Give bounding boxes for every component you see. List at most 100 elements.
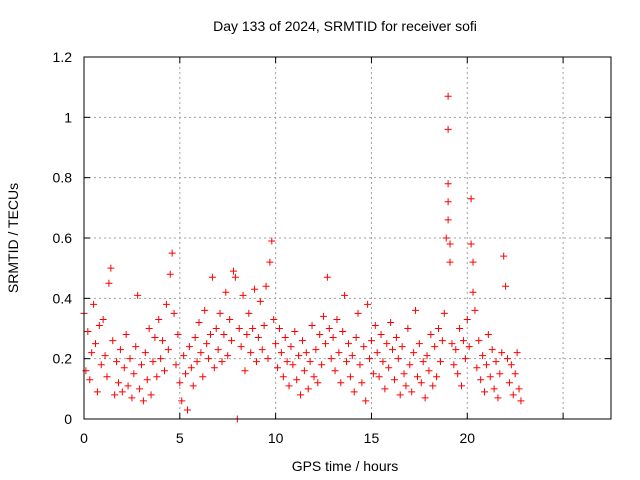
grid: [84, 57, 611, 419]
data-point: [444, 216, 452, 224]
axis-ticks: 0 0.2 0.4 0.6 0.8 1 1.2 0 5 10 15 20: [53, 49, 611, 446]
data-point: [385, 364, 393, 372]
data-point: [249, 325, 257, 332]
data-point: [149, 358, 157, 366]
data-point: [203, 340, 211, 348]
x-axis-label: GPS time / hours: [292, 458, 399, 474]
y-axis-label: SRMTID / TECUs: [5, 183, 21, 293]
data-point: [515, 385, 523, 393]
data-point: [308, 321, 316, 329]
data-point: [275, 325, 283, 332]
data-point: [446, 258, 454, 266]
data-point: [323, 273, 331, 281]
y-tick-label: 0.8: [53, 170, 73, 186]
data-point: [274, 364, 282, 372]
data-point: [295, 352, 303, 360]
data-point: [421, 394, 429, 402]
y-tick-label: 0.4: [53, 290, 73, 306]
data-point: [291, 328, 299, 336]
data-point: [431, 343, 439, 351]
data-point: [279, 373, 287, 381]
data-point: [155, 315, 163, 323]
data-point: [195, 318, 203, 326]
data-point: [398, 343, 406, 351]
data-point: [321, 340, 329, 348]
data-point: [513, 349, 521, 357]
data-point: [220, 331, 228, 339]
data-point: [191, 334, 199, 342]
data-point: [337, 379, 345, 387]
data-point: [412, 306, 420, 314]
data-point: [224, 352, 232, 360]
data-point: [293, 376, 301, 384]
data-point: [228, 337, 236, 345]
data-point: [344, 340, 352, 348]
data-point: [505, 379, 513, 387]
data-point: [214, 346, 222, 354]
data-point: [444, 92, 452, 100]
data-point: [95, 321, 103, 329]
data-point: [435, 325, 443, 332]
data-point: [415, 340, 423, 348]
data-point: [241, 367, 249, 375]
data-point: [444, 198, 452, 206]
data-point: [206, 331, 214, 339]
data-point: [446, 240, 454, 248]
data-point: [348, 352, 356, 360]
data-point: [481, 388, 489, 396]
data-point: [306, 358, 314, 366]
data-point: [105, 279, 113, 287]
data-point: [310, 373, 318, 381]
data-point: [504, 355, 512, 363]
data-point: [137, 361, 145, 369]
data-point: [471, 306, 479, 314]
data-point: [157, 355, 165, 363]
data-point: [251, 285, 259, 293]
data-point: [218, 358, 226, 366]
data-point: [371, 321, 379, 329]
data-point: [151, 334, 159, 342]
data-point: [413, 373, 421, 381]
data-point: [442, 234, 450, 242]
data-point: [109, 337, 117, 345]
data-point: [329, 334, 337, 342]
data-point: [459, 337, 467, 345]
data-point: [440, 309, 448, 317]
data-point: [172, 361, 180, 369]
data-point: [486, 373, 494, 381]
data-point: [126, 355, 134, 363]
data-point: [88, 349, 96, 357]
data-point: [132, 343, 140, 351]
data-point: [139, 397, 147, 405]
data-point: [210, 364, 218, 372]
y-tick-label: 1.2: [53, 49, 73, 65]
data-point: [176, 379, 184, 387]
data-point: [482, 361, 490, 369]
data-point: [272, 340, 280, 348]
data-point: [490, 385, 498, 393]
data-point: [170, 309, 178, 317]
data-point: [237, 343, 245, 351]
data-point: [318, 361, 326, 369]
data-points: [80, 92, 525, 423]
data-point: [465, 343, 473, 351]
data-point: [389, 346, 397, 354]
data-point: [285, 382, 293, 390]
data-point: [136, 385, 144, 393]
data-point: [216, 309, 224, 317]
data-point: [377, 331, 385, 339]
data-point: [143, 376, 151, 384]
data-point: [343, 358, 351, 366]
data-point: [82, 367, 90, 375]
data-point: [484, 331, 492, 339]
data-point: [174, 331, 182, 339]
data-point: [511, 370, 519, 378]
data-point: [392, 334, 400, 342]
data-point: [153, 373, 161, 381]
data-point: [339, 328, 347, 336]
x-tick-label: 15: [364, 430, 380, 446]
data-point: [350, 388, 358, 396]
data-point: [477, 376, 485, 384]
data-point: [183, 406, 191, 414]
data-point: [316, 331, 324, 339]
